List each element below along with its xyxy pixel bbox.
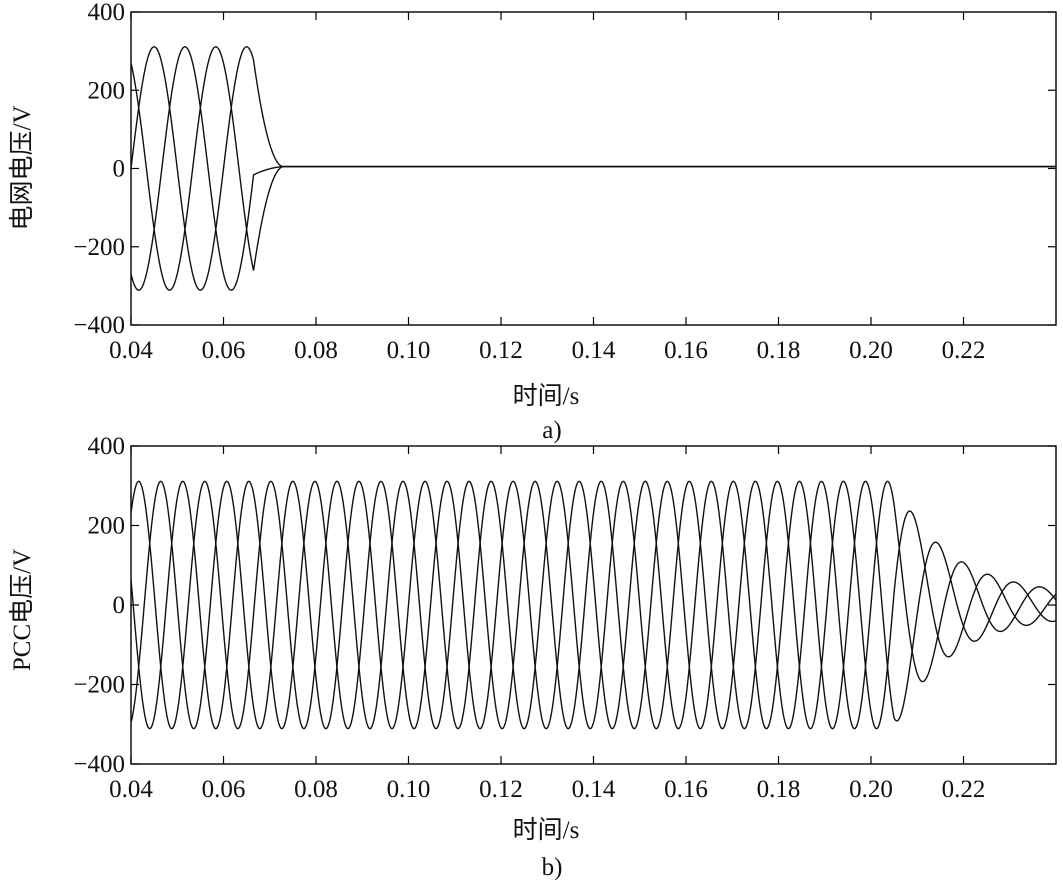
- y-tick-label: 400: [88, 433, 126, 460]
- y-tick-label: 400: [88, 0, 126, 26]
- x-tick-label: 0.06: [202, 337, 246, 364]
- x-tick-label: 0.12: [479, 337, 523, 364]
- y-axis-label-b: PCC电压/V: [8, 549, 36, 671]
- x-tick-label: 0.10: [387, 337, 431, 364]
- x-axis-a: 0.04 0.06 0.08 0.10 0.12 0.14 0.16 0.18 0.20 0.22: [109, 12, 985, 364]
- y-tick-label: 200: [88, 77, 126, 104]
- x-tick-label: 0.22: [942, 337, 986, 364]
- y-axis-label-a: 电网电压/V: [8, 105, 36, 230]
- x-tick-label: 0.18: [757, 337, 801, 364]
- x-axis-b: 0.04 0.06 0.08 0.10 0.12 0.14 0.16 0.18 0.20 0.22: [109, 446, 985, 803]
- x-tick-label: 0.04: [109, 776, 153, 803]
- x-axis-label-b: 时间/s: [513, 816, 580, 844]
- x-tick-label: 0.08: [294, 337, 338, 364]
- x-tick-label: 0.22: [942, 776, 986, 803]
- y-tick-label: −400: [73, 751, 125, 778]
- x-tick-label: 0.14: [572, 776, 616, 803]
- plot-area-b: [130, 445, 1057, 765]
- subplot-caption-a: a): [542, 417, 561, 444]
- y-axis-b: −400 −200 0 200 400: [73, 433, 1056, 778]
- y-tick-label: −200: [73, 234, 125, 261]
- x-tick-label: 0.04: [109, 337, 153, 364]
- series-group-a: [130, 46, 1056, 291]
- series-line-phase-3: [130, 46, 1056, 291]
- series-line-phase-2: [130, 46, 1056, 291]
- x-tick-label: 0.14: [572, 337, 616, 364]
- x-tick-label: 0.20: [849, 337, 893, 364]
- x-tick-label: 0.16: [664, 776, 708, 803]
- subplot-a: −400 −200 0 200 400 0.04 0.06 0.08 0.10 0.12 0.14…: [8, 0, 1057, 444]
- subplot-b: −400 −200 0 200 400 0.04 0.06 0.08 0.10 0.12 0.14…: [8, 433, 1057, 881]
- series-line-phase-1: [130, 480, 1057, 730]
- y-tick-label: −400: [73, 312, 125, 339]
- series-line-phase-3: [130, 480, 1057, 730]
- series-line-phase-2: [130, 480, 1057, 730]
- series-group-b: [130, 480, 1057, 730]
- x-axis-label-a: 时间/s: [513, 382, 580, 410]
- x-tick-label: 0.20: [849, 776, 893, 803]
- subplot-caption-b: b): [542, 854, 563, 881]
- y-tick-label: −200: [73, 672, 125, 699]
- x-tick-label: 0.06: [202, 776, 246, 803]
- y-tick-label: 200: [88, 513, 126, 540]
- y-tick-label: 0: [113, 592, 126, 619]
- y-tick-label: 0: [113, 156, 126, 183]
- x-tick-label: 0.12: [479, 776, 523, 803]
- x-tick-label: 0.08: [294, 776, 338, 803]
- x-tick-label: 0.10: [387, 776, 431, 803]
- y-axis-a: −400 −200 0 200 400: [73, 0, 1056, 339]
- x-tick-label: 0.18: [757, 776, 801, 803]
- x-tick-label: 0.16: [664, 337, 708, 364]
